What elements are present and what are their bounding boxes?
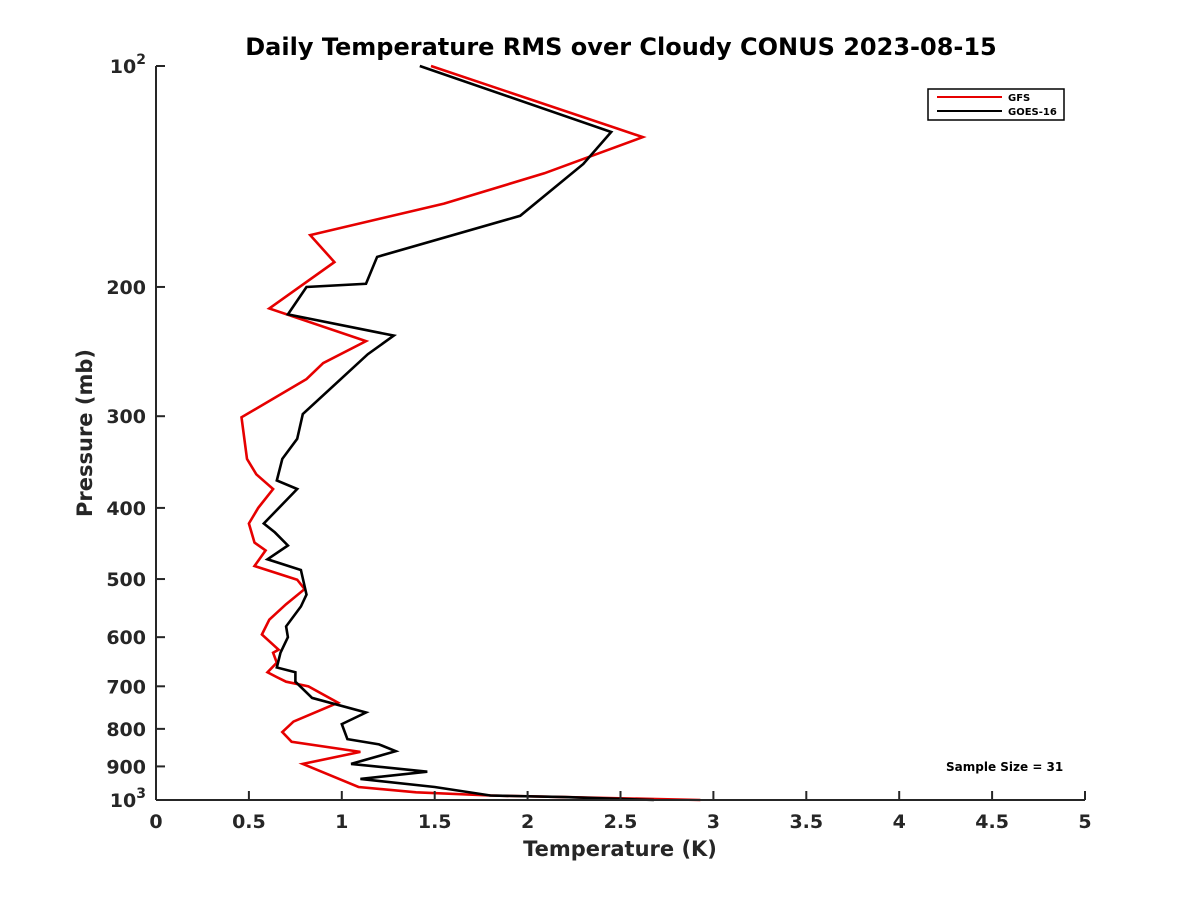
legend-box bbox=[927, 88, 1065, 121]
y-tick-label: 500 bbox=[106, 569, 146, 591]
series-layer bbox=[240, 64, 701, 802]
x-axis-label: Temperature (K) bbox=[523, 837, 717, 861]
x-tick-label: 1 bbox=[335, 811, 348, 833]
y-tick-label: 400 bbox=[106, 498, 146, 520]
y-tick-label: 300 bbox=[106, 406, 146, 428]
series-line-goes-16 bbox=[261, 64, 654, 802]
y-axis-label: Pressure (mb) bbox=[73, 349, 97, 517]
y-tick-label: 700 bbox=[106, 676, 146, 698]
y-tick-label: 200 bbox=[106, 277, 146, 299]
x-tick-label: 0.5 bbox=[232, 811, 266, 833]
x-tick-label: 3 bbox=[707, 811, 720, 833]
plot-area: 0 0.5 1 1.5 2 2.5 3 3.5 4 4.5 5 102 200 300 400 500 600… bbox=[106, 52, 1091, 833]
x-tick-label: 1.5 bbox=[418, 811, 452, 833]
y-tick-label: 102 bbox=[110, 52, 146, 78]
x-tick-label: 3.5 bbox=[789, 811, 823, 833]
x-tick-label: 0 bbox=[149, 811, 162, 833]
x-tick-label: 2.5 bbox=[604, 811, 638, 833]
x-tick-label: 5 bbox=[1078, 811, 1091, 833]
legend-label-goes-16: GOES-16 bbox=[1008, 107, 1057, 118]
legend: GFS GOES-16 bbox=[927, 88, 1065, 121]
x-ticks: 0 0.5 1 1.5 2 2.5 3 3.5 4 4.5 5 bbox=[149, 791, 1092, 833]
series-line-gfs bbox=[240, 64, 701, 802]
y-tick-label: 800 bbox=[106, 719, 146, 741]
y-ticks: 102 200 300 400 500 600 700 800 900 103 bbox=[106, 52, 165, 812]
y-tick-label: 600 bbox=[106, 627, 146, 649]
y-tick-label: 103 bbox=[110, 786, 146, 812]
chart-title: Daily Temperature RMS over Cloudy CONUS … bbox=[245, 33, 997, 61]
x-tick-label: 4.5 bbox=[975, 811, 1009, 833]
y-tick-label: 900 bbox=[106, 756, 146, 778]
x-tick-label: 4 bbox=[893, 811, 906, 833]
sample-size-annotation: Sample Size = 31 bbox=[946, 760, 1063, 774]
x-tick-label: 2 bbox=[521, 811, 534, 833]
legend-label-gfs: GFS bbox=[1008, 93, 1030, 104]
